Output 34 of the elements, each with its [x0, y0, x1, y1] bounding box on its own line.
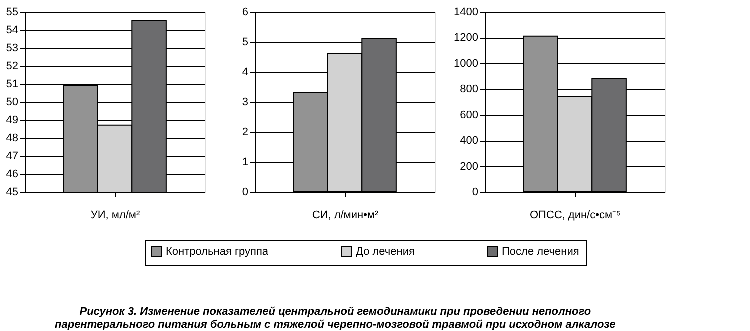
y-tick-label: 45: [6, 186, 18, 198]
y-tick-label: 51: [6, 78, 18, 90]
y-tick-label: 55: [6, 6, 18, 18]
y-tick-label: 50: [6, 96, 18, 108]
y-tick-label: 6: [242, 6, 248, 18]
y-tick-label: 800: [460, 84, 478, 96]
y-tick-label: 1200: [454, 32, 478, 44]
x-axis-title: СИ, л/мин•м²: [312, 210, 379, 222]
y-tick-label: 48: [6, 132, 18, 144]
text: парентерального питания больным с тяжелой черепно-мозговой травмой при исходном алкалозе: [55, 319, 616, 331]
legend-label: После лечения: [502, 246, 580, 258]
text: Рисунок 3. Изменение показателей центральной гемодинамики при проведении неполного: [80, 306, 592, 318]
x-axis-title: УИ, мл/м²: [90, 210, 140, 222]
y-tick-label: 1400: [454, 6, 478, 18]
legend-label: До лечения: [356, 246, 415, 258]
y-tick-label: 400: [460, 135, 478, 148]
y-tick-label: 0: [472, 186, 478, 198]
y-tick-label: 52: [6, 60, 18, 72]
y-tick-label: 54: [6, 24, 18, 36]
y-tick-label: 5: [242, 36, 248, 48]
y-tick-label: 49: [6, 114, 18, 126]
y-tick-label: 47: [6, 150, 18, 162]
y-tick-label: 2: [242, 126, 248, 138]
y-tick-label: 53: [6, 42, 18, 54]
y-tick-label: 0: [242, 186, 248, 198]
y-tick-label: 1: [242, 156, 248, 168]
y-tick-label: 200: [460, 160, 478, 173]
y-tick-label: 600: [460, 109, 478, 122]
y-tick-label: 3: [242, 96, 248, 108]
y-tick-label: 46: [6, 168, 18, 180]
legend-label: Контрольная группа: [166, 246, 270, 258]
x-axis-title: ОПСС, дин/с•см⁻⁵: [530, 210, 622, 222]
y-tick-label: 1000: [454, 58, 478, 70]
y-tick-label: 4: [242, 66, 248, 78]
